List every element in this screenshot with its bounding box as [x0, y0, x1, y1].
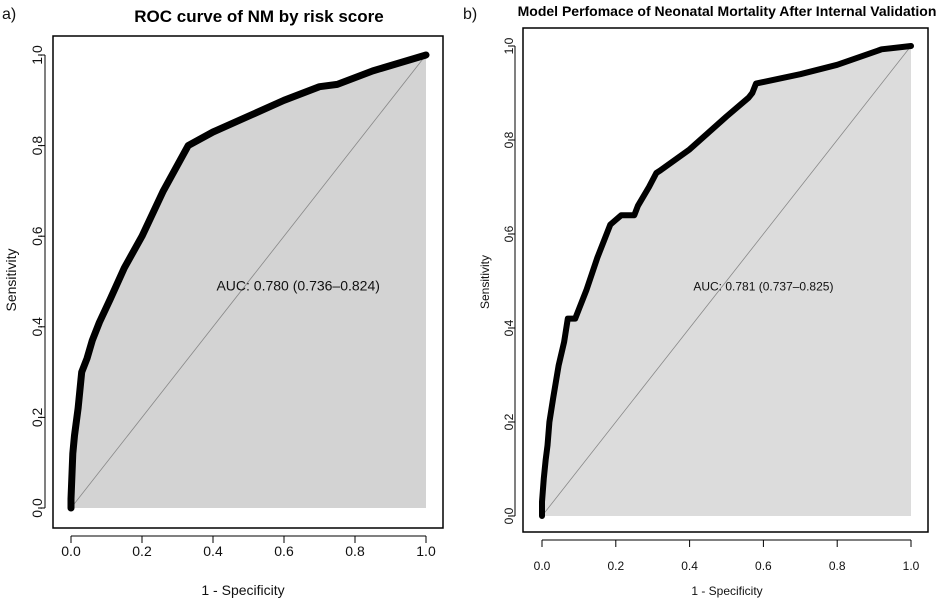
y-axis-title: Sensitivity: [3, 248, 19, 311]
x-tick-label: 1.0: [416, 543, 436, 559]
panel-a-chart: a) ROC curve of NM by risk score 0.0 0.2 0.4…: [2, 6, 444, 598]
y-tick-label: 0.4: [29, 317, 45, 337]
y-tick-label: 0.6: [29, 226, 45, 246]
y-axis-title: Sensitivity: [478, 255, 492, 309]
x-tick-label: 0.0: [534, 559, 551, 573]
panel-label: a): [2, 6, 16, 23]
y-tick-label: 0.0: [29, 498, 45, 518]
y-tick-label: 0.0: [502, 507, 516, 524]
x-tick-label: 0.0: [61, 543, 81, 559]
chart-title: ROC curve of NM by risk score: [134, 7, 383, 26]
roc-curve-line: [67, 51, 430, 512]
y-tick-label: 0.8: [29, 136, 45, 156]
x-tick-label: 0.4: [681, 559, 698, 573]
reference-diagonal-line: [70, 54, 427, 509]
chart-title: Model Perfomace of Neonatal Mortality Af…: [518, 3, 937, 19]
panel-label: b): [463, 6, 477, 23]
x-tick-label: 0.4: [203, 543, 223, 559]
reference-diagonal-line: [541, 45, 912, 517]
y-tick-label: 0.4: [502, 319, 516, 336]
x-tick-label: 0.2: [132, 543, 152, 559]
y-tick-label: 0.2: [502, 413, 516, 430]
auc-annotation: AUC: 0.781 (0.737–0.825): [693, 279, 833, 293]
y-tick-label: 0.2: [29, 407, 45, 427]
x-tick-label: 0.6: [755, 559, 772, 573]
panel-b-chart: b) Model Perfomace of Neonatal Mortality …: [463, 3, 936, 598]
x-tick-label: 1.0: [903, 559, 920, 573]
y-tick-label: 0.8: [502, 131, 516, 148]
roc-curve-line: [539, 43, 914, 519]
x-tick-label: 0.6: [274, 543, 294, 559]
x-tick-label: 0.8: [345, 543, 365, 559]
y-tick-label: 0.6: [502, 225, 516, 242]
auc-annotation: AUC: 0.780 (0.736–0.824): [216, 278, 379, 294]
x-axis-title: 1 - Specificity: [201, 582, 284, 598]
y-tick-label: 1.0: [29, 45, 45, 65]
plot-frame: [52, 35, 444, 529]
x-tick-label: 0.8: [829, 559, 846, 573]
x-tick-label: 0.2: [607, 559, 624, 573]
x-axis-title: 1 - Specificity: [691, 584, 762, 598]
plot-frame: [522, 27, 929, 533]
y-tick-label: 1.0: [502, 37, 516, 54]
